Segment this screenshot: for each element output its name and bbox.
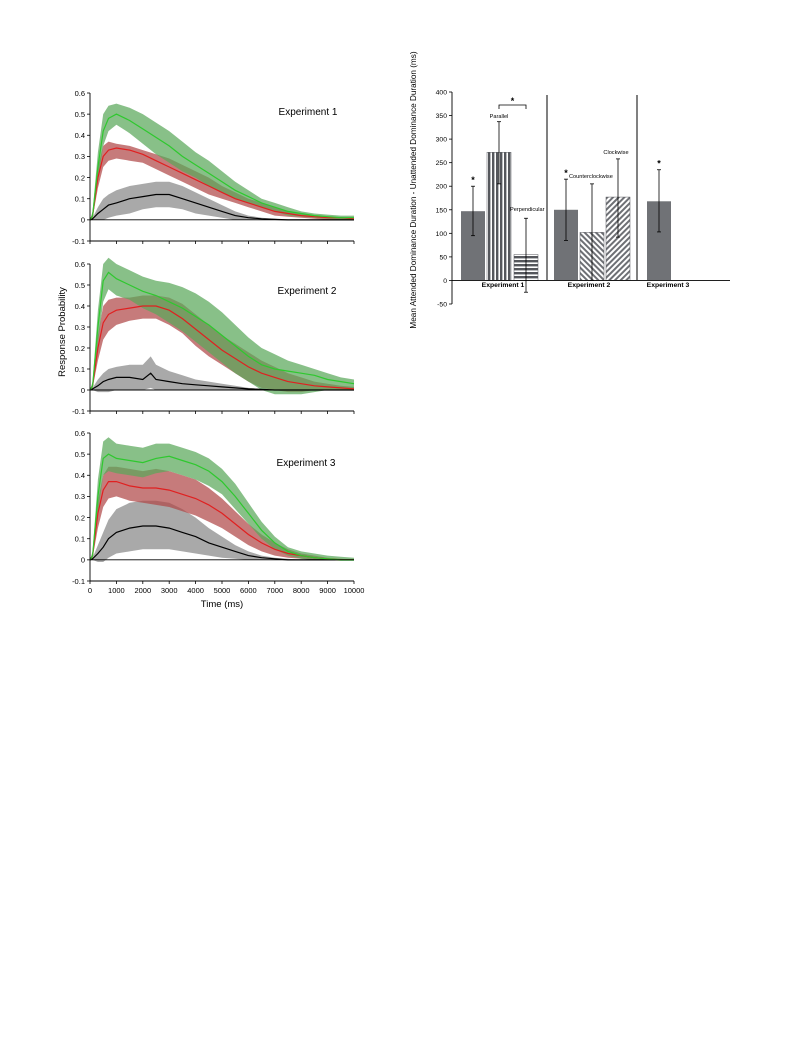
- bar-y-tick-label: 200: [436, 184, 448, 191]
- group-label: Experiment 2: [568, 282, 611, 289]
- x-tick-label: 10000: [344, 586, 365, 595]
- bar-y-tick-label: 300: [436, 137, 448, 144]
- y-tick-label: 0.2: [75, 173, 85, 182]
- x-tick-label: 5000: [214, 586, 231, 595]
- x-tick-label: 0: [88, 586, 92, 595]
- y-tick-label: 0.1: [75, 535, 85, 544]
- x-tick-label: 9000: [319, 586, 336, 595]
- bar-chart-y-axis-label: Mean Attended Dominance Duration - Unatt…: [409, 51, 418, 328]
- y-tick-label: 0.4: [75, 471, 85, 480]
- y-tick-label: 0.1: [75, 365, 85, 374]
- y-tick-label: 0.4: [75, 302, 85, 311]
- bar-y-tick-label: 350: [436, 113, 448, 120]
- experiment-1-line-panel: 0.6 0.5 0.4 0.3 0.2 0.1 0 -0.1 Experiment 1: [72, 89, 355, 246]
- x-tick-label: 8000: [293, 586, 310, 595]
- confidence-band-series-1: [90, 257, 354, 395]
- bar-y-tick-label: 250: [436, 160, 448, 167]
- bar-y-tick-label: 50: [439, 254, 447, 261]
- x-tick-label: 1000: [108, 586, 125, 595]
- confidence-band-series-3: [90, 181, 354, 220]
- experiment-2-line-panel: 0.6 0.5 0.4 0.3 0.2 0.1 0 -0.1 Experiment 2: [72, 257, 355, 416]
- shared-y-axis-label: Response Probability: [57, 287, 68, 377]
- series-line-1: [89, 113, 354, 221]
- series-line-2: [89, 147, 355, 221]
- bar-label: Counterclockwise: [569, 174, 613, 180]
- significance-star: *: [564, 168, 568, 178]
- y-tick-label: 0: [81, 386, 85, 395]
- significance-star: *: [471, 175, 475, 185]
- y-tick-label: 0.3: [75, 492, 85, 501]
- bar-y-tick-label: 0: [443, 278, 447, 285]
- confidence-band-series-3: [90, 500, 354, 562]
- significance-bracket: [498, 104, 527, 109]
- x-tick-label: 7000: [266, 586, 283, 595]
- x-tick-label: 3000: [161, 586, 178, 595]
- y-tick-label: 0.2: [75, 344, 85, 353]
- y-tick-label: 0.1: [75, 195, 85, 204]
- confidence-band-series-1: [90, 103, 354, 220]
- y-tick-label: 0.6: [75, 429, 85, 438]
- y-tick-label: 0: [81, 216, 85, 225]
- group-label: Experiment 1: [482, 282, 525, 289]
- series-line-2: [89, 305, 355, 391]
- y-tick-label: 0.5: [75, 281, 85, 290]
- y-tick-label: 0.5: [75, 450, 85, 459]
- y-tick-label: 0.4: [75, 131, 85, 140]
- group-label: Experiment 3: [647, 282, 690, 289]
- y-tick-label: 0: [81, 556, 85, 565]
- y-tick-label: 0.5: [75, 110, 85, 119]
- y-tick-label: -0.1: [72, 577, 85, 586]
- confidence-band-series-1: [90, 437, 354, 561]
- experiment-3-line-panel: 0.60.50.40.30.20.10-0.10 1000 2000 3000 4000…: [72, 429, 364, 595]
- time-axis-label: Time (ms): [201, 599, 243, 610]
- bar-y-tick-label: -50: [437, 302, 447, 309]
- x-tick-label: 6000: [240, 586, 257, 595]
- series-line-1: [89, 271, 355, 391]
- panel-title: Experiment 3: [277, 458, 336, 469]
- y-tick-label: -0.1: [72, 237, 85, 246]
- bar-chart-panel: 400 350 300 250 200 150 100 50 0 -50 * Parallel Perp…: [436, 90, 730, 309]
- panel-title: Experiment 1: [279, 107, 338, 118]
- x-tick-label: 2000: [134, 586, 151, 595]
- y-tick-label: 0.6: [75, 260, 85, 269]
- bar-y-tick-label: 100: [436, 231, 448, 238]
- bar-label: Parallel: [490, 114, 509, 120]
- y-tick-label: 0.3: [75, 152, 85, 161]
- panel-title: Experiment 2: [278, 286, 337, 297]
- significance-star: *: [657, 159, 661, 169]
- y-tick-label: 0.6: [75, 89, 85, 98]
- bar-y-tick-label: 150: [436, 207, 448, 214]
- y-tick-label: 0.3: [75, 323, 85, 332]
- y-tick-label: -0.1: [72, 407, 85, 416]
- confidence-band-series-3: [90, 356, 354, 393]
- x-tick-label: 4000: [187, 586, 204, 595]
- significance-bracket-star: *: [511, 96, 515, 106]
- bar-label: Perpendicular: [510, 207, 545, 213]
- bar-y-tick-label: 400: [436, 90, 448, 97]
- bar-label: Clockwise: [603, 150, 628, 156]
- series-line-1: [89, 453, 354, 561]
- y-tick-label: 0.2: [75, 513, 85, 522]
